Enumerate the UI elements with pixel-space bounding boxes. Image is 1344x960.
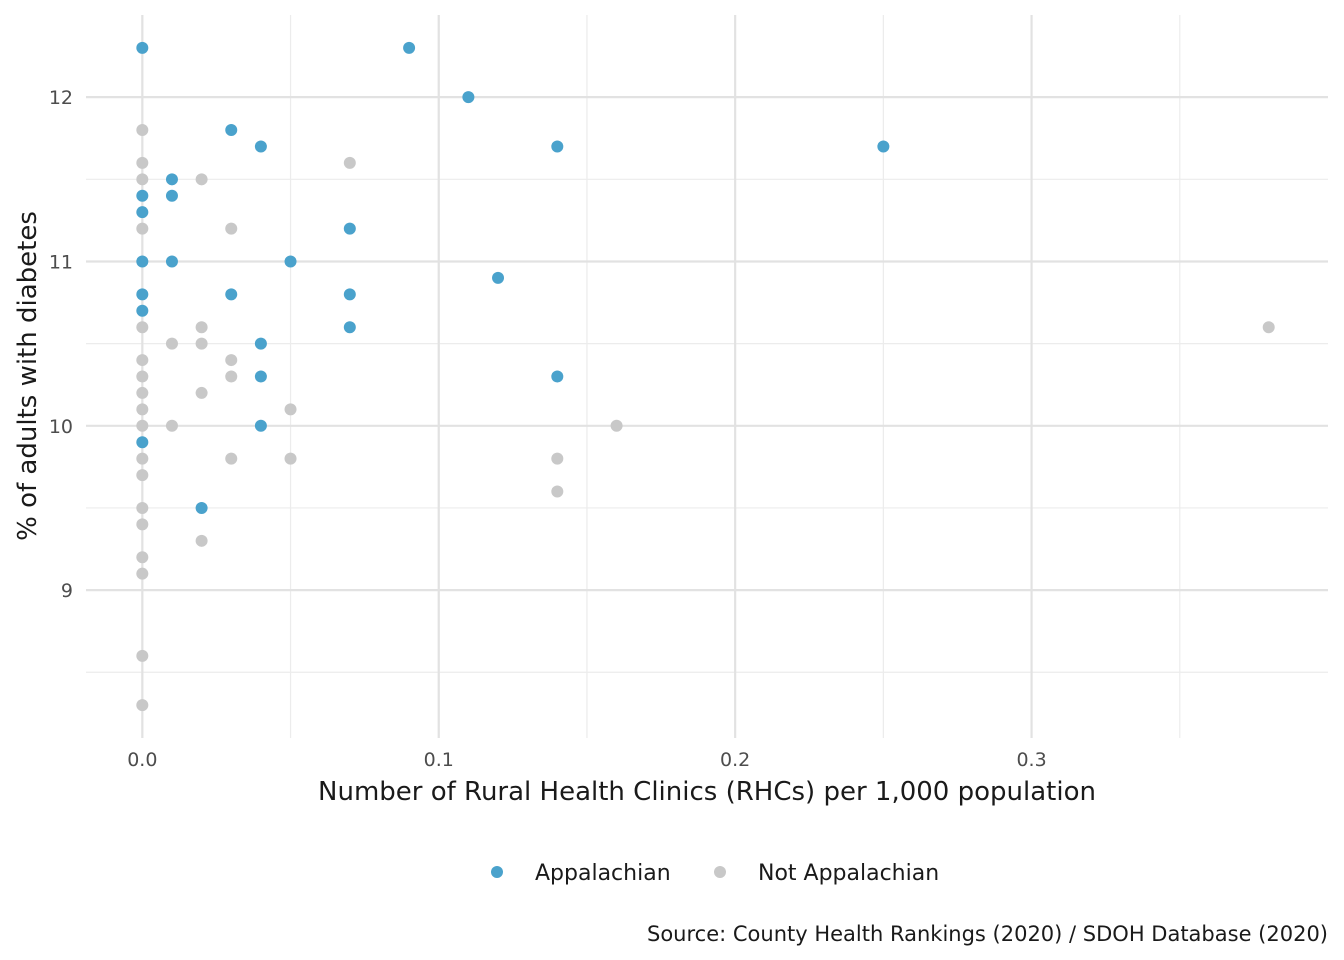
- y-tick-label: 10: [49, 416, 73, 438]
- x-tick-label: 0.2: [720, 749, 750, 771]
- point-not-appalachian: [136, 156, 149, 169]
- y-axis-ticks: 9 10 11 12: [49, 87, 73, 602]
- point-not-appalachian: [136, 321, 149, 334]
- point-not-appalachian: [165, 419, 178, 432]
- point-not-appalachian: [136, 386, 149, 399]
- y-tick-label: 9: [61, 580, 73, 602]
- source-caption: Source: County Health Rankings (2020) / …: [647, 922, 1328, 946]
- point-not-appalachian: [225, 354, 238, 367]
- point-not-appalachian: [136, 699, 149, 712]
- point-appalachian: [284, 255, 297, 268]
- point-appalachian: [877, 140, 890, 153]
- point-not-appalachian: [136, 403, 149, 416]
- data-points: [136, 41, 1275, 712]
- point-not-appalachian: [136, 222, 149, 235]
- point-appalachian: [343, 321, 356, 334]
- legend-marker-appalachian: [491, 866, 503, 878]
- y-tick-label: 12: [49, 87, 73, 109]
- y-tick-label: 11: [49, 251, 73, 273]
- point-not-appalachian: [225, 222, 238, 235]
- point-appalachian: [136, 304, 149, 317]
- point-not-appalachian: [136, 354, 149, 367]
- point-not-appalachian: [225, 452, 238, 465]
- point-not-appalachian: [551, 452, 564, 465]
- point-not-appalachian: [136, 567, 149, 580]
- point-appalachian: [195, 501, 208, 514]
- point-appalachian: [165, 255, 178, 268]
- point-appalachian: [225, 124, 238, 137]
- point-not-appalachian: [610, 419, 623, 432]
- major-gridlines: [86, 15, 1328, 738]
- point-not-appalachian: [195, 386, 208, 399]
- x-axis-title: Number of Rural Health Clinics (RHCs) pe…: [318, 777, 1096, 807]
- point-not-appalachian: [195, 534, 208, 547]
- point-appalachian: [136, 436, 149, 449]
- point-not-appalachian: [195, 173, 208, 186]
- x-axis-ticks: 0.0 0.1 0.2 0.3: [127, 749, 1046, 771]
- point-not-appalachian: [136, 518, 149, 531]
- point-appalachian: [225, 288, 238, 301]
- point-not-appalachian: [136, 649, 149, 662]
- legend-label-not-appalachian: Not Appalachian: [758, 861, 939, 886]
- point-not-appalachian: [195, 337, 208, 350]
- point-appalachian: [403, 41, 416, 54]
- legend-marker-not-appalachian: [714, 866, 726, 878]
- point-not-appalachian: [343, 156, 356, 169]
- point-appalachian: [492, 271, 505, 284]
- point-not-appalachian: [165, 337, 178, 350]
- point-appalachian: [254, 337, 267, 350]
- point-not-appalachian: [551, 485, 564, 498]
- point-appalachian: [551, 140, 564, 153]
- point-appalachian: [254, 370, 267, 383]
- point-appalachian: [254, 140, 267, 153]
- minor-gridlines: [86, 15, 1328, 738]
- point-appalachian: [136, 41, 149, 54]
- point-appalachian: [462, 91, 475, 104]
- x-tick-label: 0.1: [424, 749, 454, 771]
- point-appalachian: [136, 255, 149, 268]
- point-not-appalachian: [136, 124, 149, 137]
- x-tick-label: 0.3: [1016, 749, 1046, 771]
- point-not-appalachian: [136, 370, 149, 383]
- point-not-appalachian: [136, 173, 149, 186]
- point-not-appalachian: [136, 452, 149, 465]
- point-appalachian: [254, 419, 267, 432]
- point-not-appalachian: [195, 321, 208, 334]
- point-appalachian: [551, 370, 564, 383]
- y-axis-title: % of adults with diabetes: [13, 211, 43, 541]
- point-not-appalachian: [136, 469, 149, 482]
- point-not-appalachian: [225, 370, 238, 383]
- point-appalachian: [165, 189, 178, 202]
- point-not-appalachian: [136, 501, 149, 514]
- point-appalachian: [136, 288, 149, 301]
- legend: Appalachian Not Appalachian: [491, 861, 939, 886]
- x-tick-label: 0.0: [127, 749, 157, 771]
- point-not-appalachian: [284, 403, 297, 416]
- point-appalachian: [343, 288, 356, 301]
- point-appalachian: [165, 173, 178, 186]
- point-not-appalachian: [1262, 321, 1275, 334]
- point-not-appalachian: [136, 419, 149, 432]
- point-appalachian: [343, 222, 356, 235]
- point-appalachian: [136, 206, 149, 219]
- point-not-appalachian: [136, 551, 149, 564]
- legend-label-appalachian: Appalachian: [535, 861, 671, 886]
- point-appalachian: [136, 189, 149, 202]
- point-not-appalachian: [284, 452, 297, 465]
